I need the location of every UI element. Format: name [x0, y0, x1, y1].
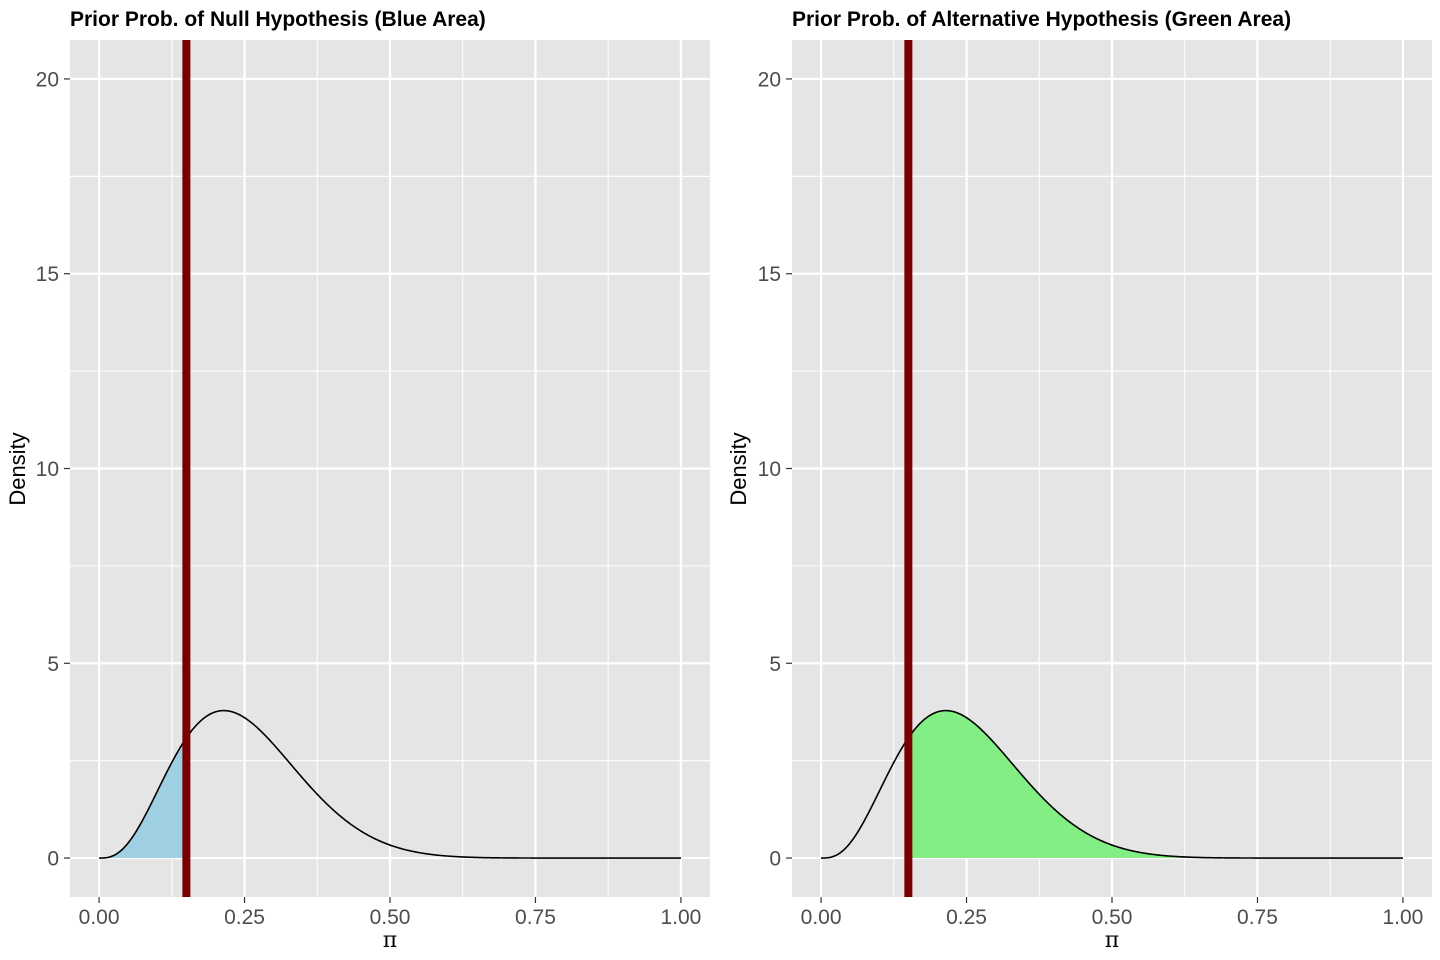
left-plot-title: Prior Prob. of Null Hypothesis (Blue Are…	[70, 8, 486, 31]
left-plot: Prior Prob. of Null Hypothesis (Blue Are…	[5, 8, 710, 953]
left-density-curve	[99, 709, 681, 859]
y-tick-label: 5	[47, 653, 59, 676]
y-tick-label: 0	[47, 848, 59, 871]
x-tick-label: 0.50	[370, 906, 411, 929]
right-plot: Prior Prob. of Alternative Hypothesis (G…	[726, 8, 1432, 953]
y-tick-label: 15	[758, 263, 781, 286]
x-tick-label: 0.00	[801, 906, 842, 929]
right-plot-title: Prior Prob. of Alternative Hypothesis (G…	[792, 8, 1291, 31]
y-tick-label: 10	[758, 458, 781, 481]
left-shaded-area	[99, 737, 187, 859]
y-tick-label: 0	[769, 848, 781, 871]
x-tick-label: 0.75	[1237, 906, 1278, 929]
x-tick-label: 0.25	[946, 906, 987, 929]
x-tick-label: 1.00	[1382, 906, 1423, 929]
y-tick-label: 10	[36, 458, 59, 481]
x-tick-label: 0.25	[224, 906, 265, 929]
y-tick-label: 20	[36, 68, 59, 91]
right-x-axis-title: π	[1105, 928, 1119, 953]
x-tick-label: 0.50	[1092, 906, 1133, 929]
y-tick-label: 15	[36, 263, 59, 286]
y-tick-label: 5	[769, 653, 781, 676]
x-tick-label: 0.75	[515, 906, 556, 929]
right-shaded-area	[908, 710, 1403, 859]
right-density-curve	[821, 709, 1403, 859]
left-y-ticks: 0 5 10 15 20	[36, 68, 70, 871]
left-x-axis-title: π	[383, 928, 397, 953]
right-y-axis-title: Density	[726, 432, 751, 505]
left-x-ticks: 0.00 0.25 0.50 0.75 1.00	[79, 897, 701, 929]
x-tick-label: 0.00	[79, 906, 120, 929]
left-y-axis-title: Density	[5, 432, 30, 505]
x-tick-label: 1.00	[660, 906, 701, 929]
left-grid	[70, 40, 710, 897]
y-tick-label: 20	[758, 68, 781, 91]
right-x-ticks: 0.00 0.25 0.50 0.75 1.00	[801, 897, 1423, 929]
right-y-ticks: 0 5 10 15 20	[758, 68, 792, 871]
